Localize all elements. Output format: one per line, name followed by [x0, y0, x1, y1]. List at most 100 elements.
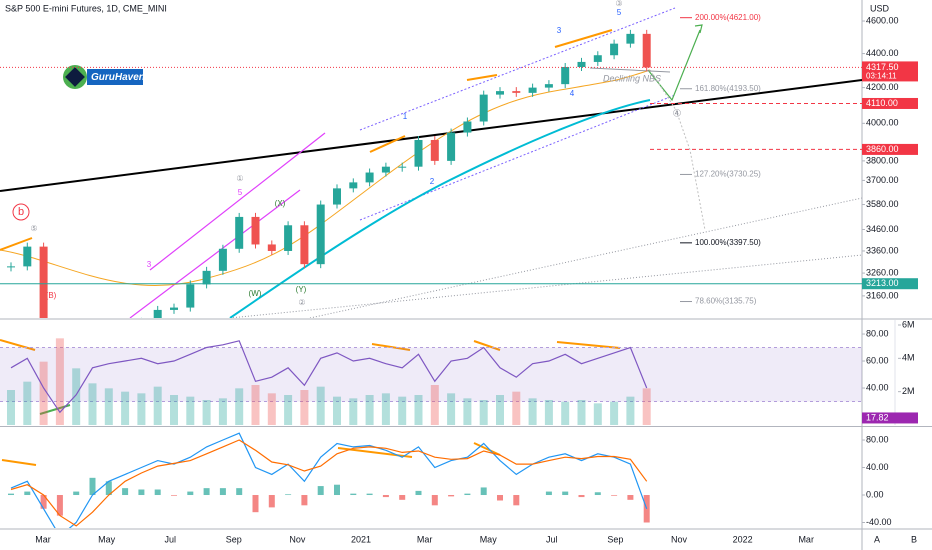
volume-bar: [593, 403, 602, 425]
x-tick-label: Sep: [607, 534, 623, 544]
fib-label: 78.60%(3135.75): [695, 297, 757, 306]
y-tick-label: 40.00: [866, 462, 889, 472]
price-tag: [862, 143, 918, 155]
candle: [72, 467, 80, 468]
candles: [7, 29, 651, 468]
logo-box: [87, 69, 143, 85]
wave-label: ③: [615, 0, 622, 8]
scale-button[interactable]: B: [911, 534, 917, 544]
histogram-bar: [89, 477, 96, 496]
candle: [218, 248, 227, 271]
wave-label: (X): [275, 199, 286, 208]
y-tick-label: 4000.00: [866, 118, 899, 128]
y-tick-label: -40.00: [866, 517, 892, 527]
projection-arrow: [694, 24, 703, 34]
volume-bar: [381, 393, 390, 425]
histogram-bar: [562, 491, 569, 496]
candle: [365, 172, 374, 183]
volume-bar: [316, 386, 325, 425]
histogram-bar: [203, 488, 210, 496]
volume-axis: 6M 4M 2M: [898, 319, 915, 396]
candle: [544, 84, 553, 88]
volume-bar: [561, 401, 570, 425]
y-tick-label: 3160.00: [866, 290, 899, 300]
candle: [528, 87, 537, 93]
histogram-bar: [56, 495, 63, 516]
histogram-bar: [415, 490, 422, 496]
candle: [316, 204, 325, 265]
x-tick-label: May: [480, 534, 498, 544]
logo-text: GuruHaven: [91, 72, 145, 83]
x-tick-label: Jul: [546, 534, 558, 544]
divergence-line: [554, 29, 613, 48]
divergence-line: [473, 442, 501, 456]
indicator-axis: 80.00 40.00 0.00 -40.00: [862, 434, 892, 527]
y-tick-label: 6M: [902, 319, 915, 329]
histogram-bar: [317, 486, 324, 496]
x-tick-label: 2022: [733, 534, 753, 544]
channel-line: [309, 197, 862, 318]
volume-bar: [153, 386, 162, 425]
indicator-line: [10, 439, 648, 527]
volume-bar: [447, 393, 456, 425]
candle: [202, 270, 211, 285]
moving-average: [229, 99, 651, 318]
wave-label: 2: [430, 177, 435, 186]
histogram-bar: [399, 495, 406, 500]
histogram-bar: [171, 495, 177, 496]
candle: [398, 166, 407, 168]
candle: [267, 244, 276, 251]
countdown: 03:14:11: [866, 72, 897, 81]
histogram-bar: [187, 491, 194, 496]
x-tick-label: Jul: [164, 534, 176, 544]
channel-line: [149, 132, 326, 271]
volume-bar: [300, 390, 309, 425]
y-tick-label: 3800.00: [866, 155, 899, 165]
candle: [414, 139, 423, 167]
volume-bar: [186, 396, 195, 425]
scale-button[interactable]: A: [874, 534, 880, 544]
wave-label: ④: [673, 109, 682, 120]
fib-label: 200.00%(4621.00): [695, 13, 761, 22]
histogram-bar: [24, 491, 31, 496]
x-tick-label: Nov: [289, 534, 306, 544]
levels: 200.00%(4621.00) 161.80%(4193.50) 127.20%(…: [0, 13, 862, 306]
y-tick-label: 0.00: [866, 489, 884, 499]
price-tag-label: 3213.00: [866, 278, 899, 288]
price-axis: 4600.00 4400.00 4200.00 4000.00 3800.00 3700.…: [862, 15, 899, 300]
wave-label: 5: [617, 8, 622, 17]
x-tick-label: Mar: [417, 534, 433, 544]
volume-bar: [398, 396, 407, 425]
candle: [577, 61, 586, 67]
histogram-bar: [154, 489, 161, 496]
drawings: [0, 7, 862, 318]
channel-line: [359, 94, 676, 221]
wave-label: 4: [570, 89, 575, 98]
projection: [647, 29, 701, 102]
histogram-bar: [122, 488, 129, 496]
volume-bar: [463, 398, 472, 425]
volume-bar: [333, 396, 341, 425]
wave-label: 1: [403, 112, 408, 121]
y-tick-label: 80.00: [866, 434, 889, 444]
candle: [561, 66, 570, 85]
histogram-bar: [40, 495, 47, 509]
y-tick-label: 3360.00: [866, 245, 899, 255]
y-tick-label: 4400.00: [866, 48, 899, 58]
wave-label: ⑤: [30, 224, 37, 233]
volume-bar: [512, 391, 521, 425]
x-tick-label: Sep: [226, 534, 242, 544]
wave-label: 3: [147, 260, 152, 269]
projection: [649, 69, 706, 231]
candle: [284, 225, 293, 251]
price-tag-label: 17.82: [866, 412, 889, 422]
volume-bar: [104, 388, 113, 425]
candle: [626, 33, 635, 44]
divergence-line: [556, 341, 621, 349]
histogram-bar: [334, 484, 340, 496]
volume-bar: [7, 390, 15, 425]
trend-line: [0, 79, 862, 192]
histogram-bar: [578, 495, 585, 498]
